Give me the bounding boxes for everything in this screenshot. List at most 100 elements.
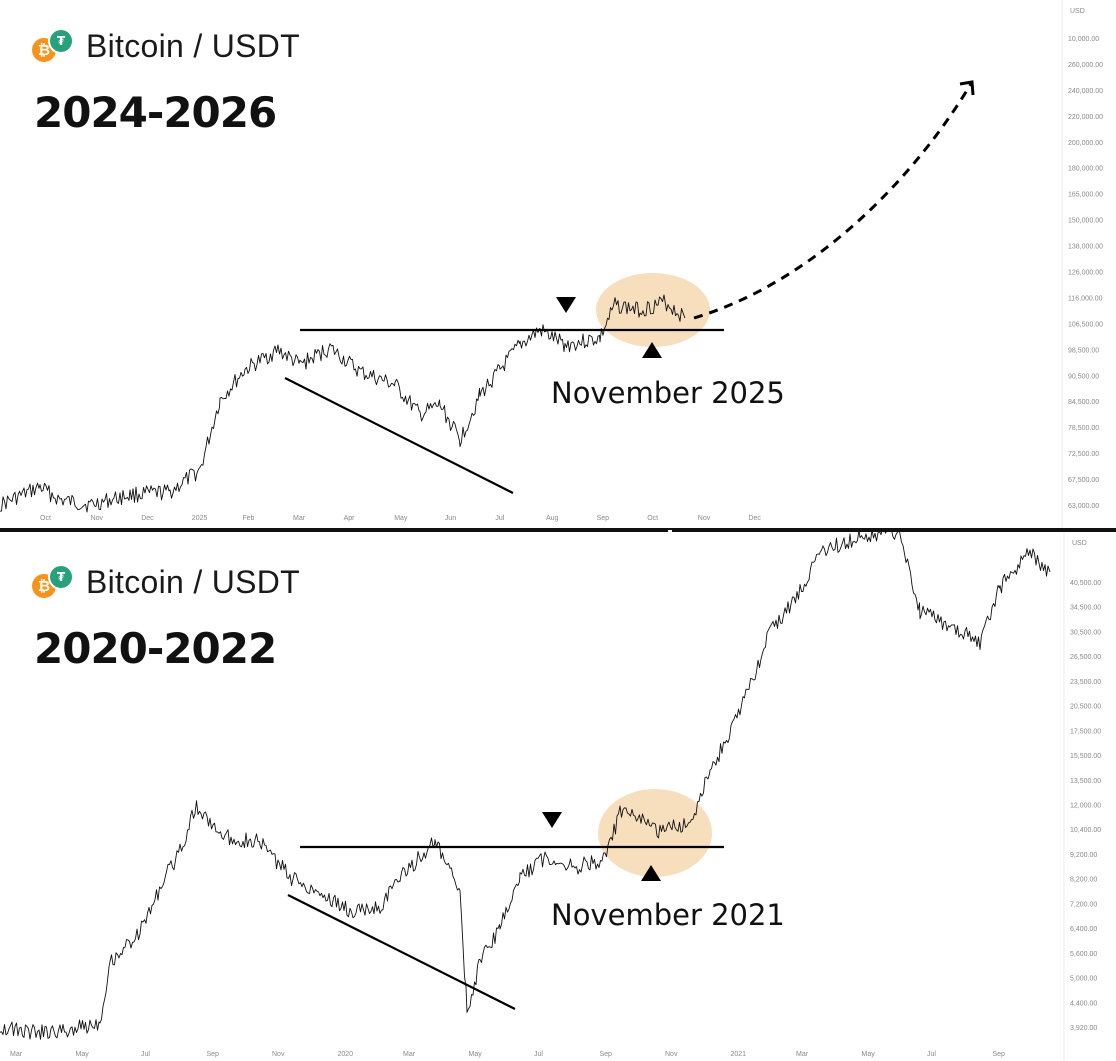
triangle-up-icon [641,865,661,881]
y-tick-label: 9,200.00 [1070,852,1097,859]
x-tick-label: Jul [927,1051,936,1058]
tether-icon: ₮ [48,564,74,590]
x-tick-label: 2020 [338,1051,354,1058]
y-tick-label: 260,000.00 [1068,62,1103,69]
highlight-oval [596,273,710,347]
y-tick-label: 150,000.00 [1068,218,1103,225]
y-tick-label: 34,500.00 [1070,605,1101,612]
x-tick-label: Feb [242,515,254,522]
pair-logo: ₿ ₮ [32,562,76,602]
pair-title: Bitcoin / USDT [86,563,301,600]
y-tick-label: 12,000.00 [1070,803,1101,810]
y-tick-label: 17,500.00 [1070,728,1101,735]
period-title: 2024-2026 [34,88,277,137]
x-tick-label: Mar [403,1051,416,1058]
price-line [0,294,686,513]
x-tick-label: Nov [665,1051,678,1058]
x-tick-label: May [469,1051,483,1058]
y-tick-label: 138,000.00 [1068,244,1103,251]
chart-header-bottom: ₿ ₮ Bitcoin / USDT [32,562,300,602]
x-tick-label: Jul [495,515,504,522]
y-tick-label: 116,000.00 [1068,295,1103,302]
x-tick-label: Sep [207,1051,220,1058]
triangle-up-icon [642,342,662,358]
y-tick-label: 15,500.00 [1070,753,1101,760]
y-tick-label: 180,000.00 [1068,166,1103,173]
price-line [0,532,1051,1040]
y-tick-label: 84,500.00 [1068,399,1099,406]
x-tick-label: Sep [600,1051,613,1058]
support-line [284,377,514,494]
y-tick-label: 40,500.00 [1070,580,1101,587]
y-tick-label: 165,000.00 [1068,192,1103,199]
y-tick-label: 72,500.00 [1068,451,1099,458]
chart-panel-2024-2026: USD 10,000.00 260,000.00 240,000.00 220,000.… [0,0,1116,529]
y-tick-label: 220,000.00 [1068,114,1103,121]
triangle-down-icon [556,297,576,313]
x-tick-label: Dec [748,515,761,522]
y-tick-label: 5,000.00 [1070,976,1097,983]
y-tick-label: 240,000.00 [1068,88,1103,95]
y-tick-label: 20,500.00 [1070,704,1101,711]
x-tick-label: Nov [91,515,104,522]
x-tick-label: May [76,1051,90,1058]
x-tick-label: May [394,515,408,522]
panel-divider [0,528,1116,532]
x-tick-label: Jul [141,1051,150,1058]
currency-label: USD [1072,540,1087,547]
pair-title: Bitcoin / USDT [86,27,301,64]
y-tick-label: 106,500.00 [1068,321,1103,328]
y-tick-label: 8,200.00 [1070,877,1097,884]
chart-panel-2020-2022: USD 40,500.00 34,500.00 30,500.00 26,500.00 2… [0,532,1116,1061]
x-tick-label: Mar [796,1051,809,1058]
y-tick-label: 90,500.00 [1068,373,1099,380]
y-tick-label: 10,000.00 [1068,36,1099,43]
x-tick-label: 2021 [731,1051,747,1058]
x-axis: Mar May Jul Sep Nov 2020 Mar May Jul Sep Nov 2021 Ma… [10,1051,1005,1058]
x-tick-label: Dec [141,515,154,522]
price-chart-bottom: USD 40,500.00 34,500.00 30,500.00 26,500.00 2… [0,532,1101,1061]
y-tick-label: 78,500.00 [1068,425,1099,432]
y-tick-label: 63,000.00 [1068,503,1099,510]
x-tick-label: Apr [344,515,356,522]
price-chart-top: USD 10,000.00 260,000.00 240,000.00 220,000.… [0,0,1103,529]
projection-arrow [693,81,974,320]
y-axis: USD 10,000.00 260,000.00 240,000.00 220,000.… [1061,0,1103,529]
tether-icon: ₮ [48,28,74,54]
x-tick-label: Nov [698,515,711,522]
x-tick-label: 2025 [192,515,208,522]
y-tick-label: 6,400.00 [1070,926,1097,933]
y-tick-label: 98,500.00 [1068,347,1099,354]
y-tick-label: 7,200.00 [1070,901,1097,908]
annotation-label: November 2025 [551,376,785,410]
currency-label: USD [1070,8,1085,15]
x-tick-label: Nov [272,1051,285,1058]
y-tick-label: 67,500.00 [1068,477,1099,484]
x-tick-label: Jul [534,1051,543,1058]
y-tick-label: 3,920.00 [1070,1025,1097,1032]
x-tick-label: Mar [293,515,306,522]
y-tick-label: 10,400.00 [1070,827,1101,834]
y-tick-label: 200,000.00 [1068,140,1103,147]
y-tick-label: 30,500.00 [1070,629,1101,636]
annotation-label: November 2021 [551,898,785,932]
arrow-head-icon [959,80,975,96]
y-tick-label: 5,600.00 [1070,951,1097,958]
x-tick-label: Sep [993,1051,1006,1058]
x-tick-label: Mar [10,1051,23,1058]
x-tick-label: Aug [546,515,559,522]
period-title: 2020-2022 [34,624,277,673]
pair-logo: ₿ ₮ [32,26,76,66]
x-tick-label: Sep [597,515,610,522]
support-line [287,894,516,1010]
y-axis: USD 40,500.00 34,500.00 30,500.00 26,500.00 2… [1063,532,1101,1061]
x-tick-label: Jun [445,515,456,522]
y-tick-label: 13,500.00 [1070,778,1101,785]
chart-header-top: ₿ ₮ Bitcoin / USDT [32,26,300,66]
triangle-down-icon [542,812,562,828]
y-tick-label: 26,500.00 [1070,654,1101,661]
y-tick-label: 126,000.00 [1068,270,1103,277]
y-tick-label: 4,400.00 [1070,1000,1097,1007]
y-tick-label: 23,500.00 [1070,679,1101,686]
x-axis: Oct Nov Dec 2025 Feb Mar Apr May Jun Jul Aug Sep Oct… [40,515,761,522]
